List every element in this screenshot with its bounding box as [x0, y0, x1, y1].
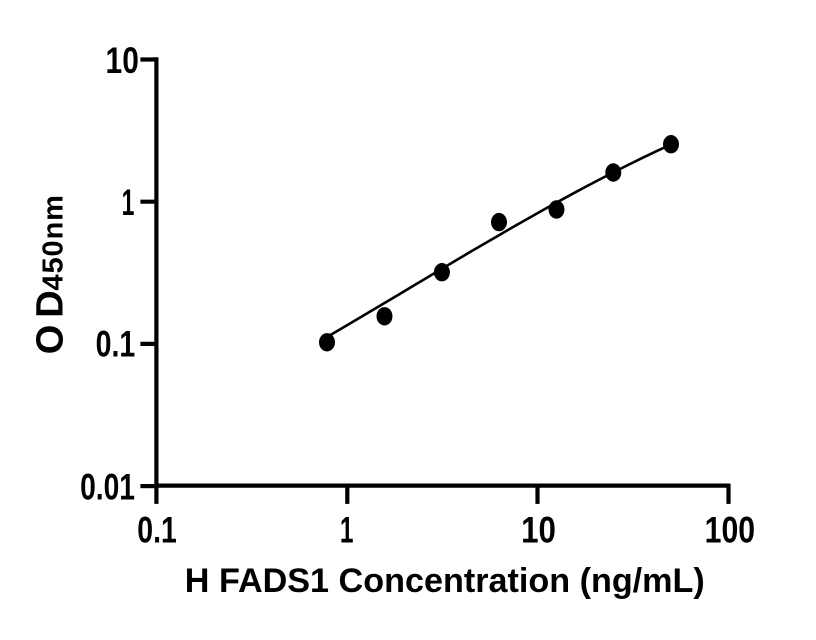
svg-text:1: 1: [340, 509, 354, 550]
svg-text:H FADS1 Concentration (ng/mL): H FADS1 Concentration (ng/mL): [185, 562, 705, 600]
svg-text:100: 100: [705, 509, 755, 551]
svg-text:D: D: [30, 290, 72, 317]
svg-text:1: 1: [122, 181, 135, 223]
svg-text:10: 10: [521, 510, 556, 551]
svg-text:10: 10: [106, 41, 139, 82]
svg-text:0.1: 0.1: [96, 323, 136, 364]
svg-text:0.1: 0.1: [137, 509, 177, 550]
svg-text:0.01: 0.01: [80, 466, 135, 508]
svg-text:O: O: [30, 325, 72, 355]
svg-text:450nm: 450nm: [38, 194, 70, 290]
